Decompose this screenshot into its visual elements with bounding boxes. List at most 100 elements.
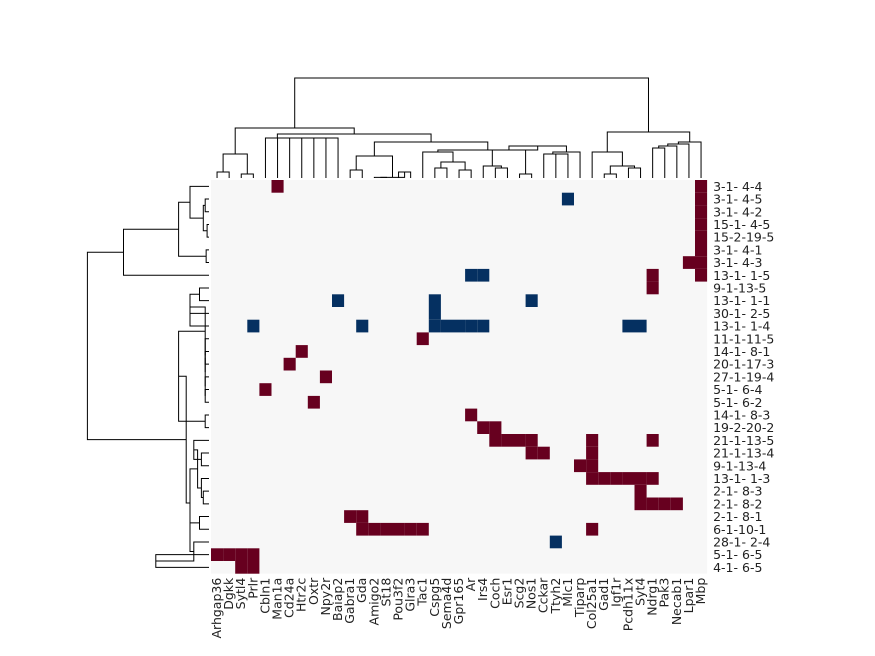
heatmap-cell-positive	[295, 345, 308, 358]
row-dendrogram-link	[200, 477, 209, 498]
heatmap-cell-negative	[428, 294, 441, 307]
row-dendrogram-link	[155, 541, 209, 562]
heatmap-cell-negative	[247, 319, 260, 333]
column-dendrogram-link	[603, 173, 617, 178]
heatmap-cell-positive	[695, 180, 708, 193]
heatmap-cell-negative	[428, 307, 441, 320]
column-label: Cspg5	[427, 578, 442, 617]
heatmap-cell-positive	[634, 497, 647, 511]
row-label: 13-1- 1-3	[713, 471, 770, 486]
heatmap-cell-positive	[695, 192, 708, 206]
column-dendrogram-link	[240, 173, 254, 178]
row-dendrogram-link	[199, 516, 209, 530]
row-label: 28-1- 2-4	[713, 534, 770, 549]
heatmap-cell-positive	[586, 459, 599, 473]
row-label: 13-1- 1-1	[713, 293, 770, 308]
column-label: Prlr	[245, 577, 260, 599]
heatmap-cell-positive	[646, 434, 659, 447]
row-label: 15-2-19-5	[713, 230, 774, 245]
column-label: Pcdh11x	[620, 578, 635, 632]
column-dendrogram-link	[325, 137, 339, 178]
column-label: Glra3	[403, 578, 418, 612]
column-label: Igf1r	[608, 577, 623, 607]
column-label: Cbln1	[257, 578, 272, 614]
column-dendrogram-link	[422, 151, 454, 178]
row-label: 14-1- 8-1	[713, 344, 770, 359]
column-dendrogram-link	[264, 137, 290, 178]
row-dendrogram-link	[204, 389, 209, 403]
heatmap-grid	[211, 180, 708, 574]
heatmap-cell-positive	[646, 497, 659, 511]
column-label: Dgkk	[221, 577, 236, 610]
column-dendrogram-link	[552, 151, 581, 178]
heatmap-cell-positive	[634, 472, 647, 485]
heatmap-cell-positive	[501, 434, 514, 447]
heatmap-cell-positive	[537, 446, 550, 460]
column-label: Esr1	[499, 578, 514, 606]
heatmap-cell-positive	[307, 395, 320, 409]
heatmap-cell-positive	[586, 446, 599, 460]
column-dendrogram-link	[216, 171, 230, 178]
column-dendrogram-link	[677, 141, 702, 168]
column-label: Gda	[354, 578, 369, 603]
row-dendrogram-link	[204, 198, 209, 213]
column-label: Ndrg1	[645, 578, 660, 616]
heatmap-cell-positive	[356, 522, 369, 536]
column-dendrogram-link	[294, 77, 649, 132]
heatmap-cell-positive	[404, 522, 417, 536]
column-label: Tiparp	[572, 578, 587, 618]
row-dendrogram-link	[204, 376, 209, 396]
column-label: Sema4d	[439, 578, 454, 629]
heatmap-cell-positive	[368, 522, 381, 536]
heatmap-cell-positive	[586, 434, 599, 447]
column-label: Tac1	[415, 578, 430, 607]
row-label: 13-1- 1-5	[713, 268, 770, 283]
heatmap-cell-negative	[622, 319, 635, 333]
heatmap-cell-negative	[549, 535, 562, 549]
heatmap-cell-positive	[634, 484, 647, 498]
row-dendrogram-link	[199, 287, 209, 302]
column-label: Gpr165	[451, 578, 466, 625]
row-label: 5-1- 6-5	[713, 547, 762, 562]
row-dendrogram-link	[189, 312, 209, 327]
row-label: 5-1- 6-4	[713, 382, 762, 397]
column-label: Gad1	[596, 578, 611, 611]
column-dendrogram-link	[349, 169, 363, 178]
heatmap-cell-negative	[440, 319, 453, 333]
heatmap-cell-positive	[465, 408, 478, 422]
heatmap-cell-positive	[344, 510, 357, 523]
heatmap-cell-negative	[356, 319, 369, 333]
column-dendrogram-link	[652, 147, 666, 178]
heatmap-cell-positive	[416, 522, 429, 536]
column-dendrogram-link	[491, 149, 527, 174]
row-label: 21-1-13-5	[713, 433, 774, 448]
column-label: Gabra1	[342, 578, 357, 624]
row-label: 21-1-13-4	[713, 446, 774, 461]
row-dendrogram	[86, 185, 209, 568]
row-dendrogram-link	[190, 306, 206, 356]
heatmap-cell-positive	[489, 434, 502, 447]
heatmap-cell-positive	[586, 472, 599, 485]
row-label: 9-1-13-5	[713, 280, 766, 295]
row-label: 14-1- 8-3	[713, 407, 770, 422]
column-dendrogram-link	[301, 137, 323, 178]
column-dendrogram-link	[434, 167, 448, 178]
row-label: 4-1- 6-5	[713, 560, 762, 575]
heatmap-cell-positive	[235, 561, 248, 574]
heatmap-cell-positive	[682, 256, 695, 269]
column-label: Lpar1	[681, 578, 696, 614]
heatmap-cell-positive	[211, 548, 224, 561]
column-label: Arhgap36	[209, 578, 224, 639]
column-label: Mlc1	[560, 578, 575, 607]
heatmap-cell-positive	[513, 434, 526, 447]
row-label: 2-1- 8-2	[713, 496, 762, 511]
column-label: Scg2	[512, 578, 527, 609]
column-dendrogram-link	[555, 153, 569, 178]
heatmap-cell-negative	[525, 294, 538, 307]
heatmap-cell-positive	[695, 256, 708, 269]
column-dendrogram-link	[289, 137, 313, 178]
heatmap-cell-positive	[598, 472, 611, 485]
heatmap-cell-positive	[235, 548, 248, 561]
heatmap-background	[211, 180, 708, 574]
